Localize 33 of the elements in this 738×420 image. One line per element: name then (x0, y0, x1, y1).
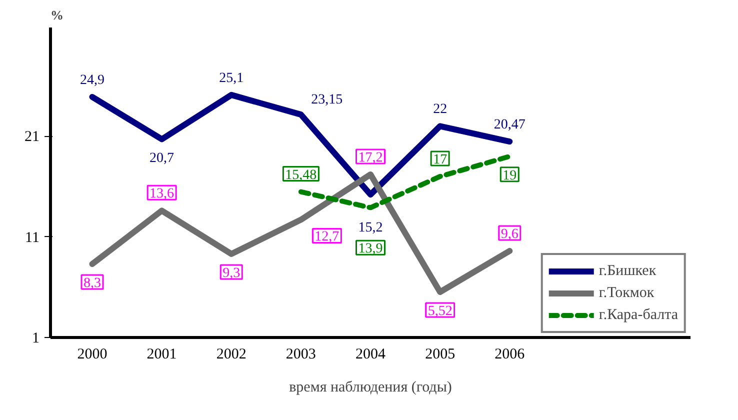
data-label: 22 (433, 102, 448, 118)
y-tick-label: 1 (32, 330, 40, 346)
x-tick-label: 2006 (494, 346, 526, 362)
data-label: 13,6 (150, 186, 174, 202)
y-tick-label: 21 (24, 129, 40, 146)
data-label: 23,15 (311, 92, 343, 108)
legend-label: г.Бишкек (598, 262, 656, 280)
data-label: 13,9 (358, 242, 383, 257)
x-tick-label: 2002 (216, 346, 246, 362)
legend-label: г.Токмок (598, 284, 654, 302)
data-label: 17,2 (358, 150, 383, 166)
data-label: 15,2 (358, 220, 383, 236)
data-label: 9,3 (222, 266, 240, 281)
data-label: 12,7 (314, 230, 340, 245)
data-label: 24,9 (80, 72, 104, 88)
x-tick-label: 2004 (356, 346, 386, 362)
data-label: 25,1 (219, 70, 244, 86)
x-tick-label: 2001 (146, 346, 177, 362)
legend-label: г.Кара-балта (598, 306, 678, 324)
x-axis-title: время наблюдения (годы) (289, 380, 452, 396)
data-label: 20,7 (150, 151, 174, 166)
data-label: 19 (502, 168, 517, 184)
data-label: 15,48 (285, 168, 317, 183)
y-tick-label: 11 (25, 230, 40, 246)
data-label: 9,6 (500, 226, 518, 242)
data-label: 17 (433, 152, 448, 168)
data-label: 20,47 (494, 118, 526, 133)
x-tick-label: 2000 (77, 346, 108, 362)
x-tick-label: 2005 (425, 346, 456, 362)
y-axis-title: % (50, 8, 64, 22)
data-label: 5,52 (428, 304, 452, 320)
x-tick-label: 2003 (286, 346, 316, 362)
data-label: 8,3 (83, 276, 101, 292)
